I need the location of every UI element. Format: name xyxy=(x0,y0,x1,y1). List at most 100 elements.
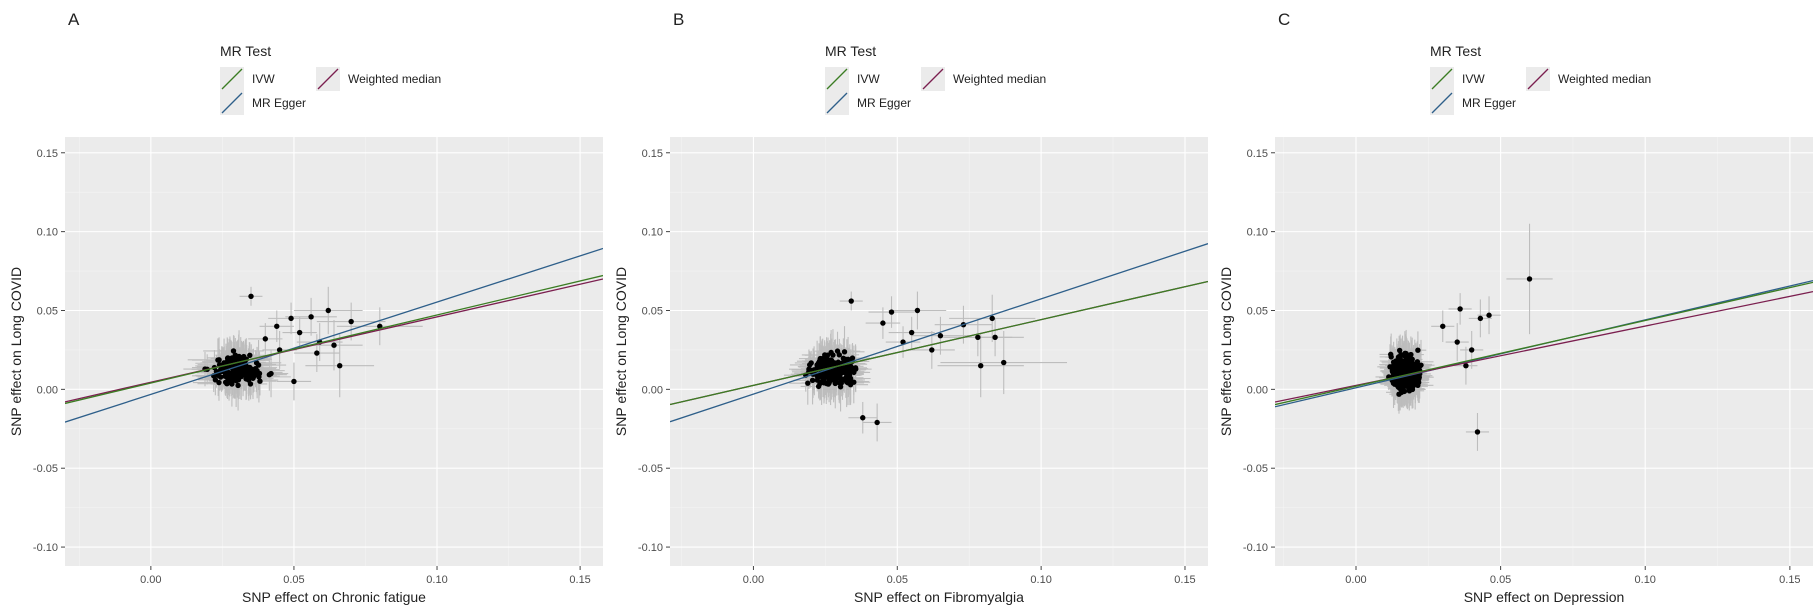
legend-swatch xyxy=(826,68,848,90)
y-tick-label: -0.10 xyxy=(1243,542,1268,554)
y-tick-label: -0.05 xyxy=(1243,463,1268,475)
regression-lines xyxy=(65,247,603,423)
data-point xyxy=(837,371,843,377)
y-tick-label: -0.10 xyxy=(33,542,58,554)
y-tick-label: -0.05 xyxy=(33,463,58,475)
data-point xyxy=(308,314,314,320)
legend-item-ivw: IVW xyxy=(825,67,880,91)
y-tick-label: -0.10 xyxy=(638,542,663,554)
data-point xyxy=(975,334,981,341)
data-point xyxy=(809,377,816,384)
data-point xyxy=(849,355,856,361)
panel-label: A xyxy=(68,10,80,29)
data-point xyxy=(227,371,233,377)
data-point xyxy=(216,379,222,386)
data-point xyxy=(1415,347,1421,353)
data-point xyxy=(841,368,847,375)
data-point xyxy=(241,353,247,360)
data-point xyxy=(832,380,838,387)
data-point xyxy=(834,348,841,354)
legend-item-weighted-median: Weighted median xyxy=(921,67,1046,91)
data-point xyxy=(1390,366,1397,373)
legend-swatch xyxy=(922,68,944,90)
legend-swatch xyxy=(221,68,243,90)
legend-label: MR Egger xyxy=(252,96,306,110)
y-tick-label: 0.05 xyxy=(37,305,58,317)
y-tick-label: 0.15 xyxy=(37,148,58,160)
data-point xyxy=(296,329,303,336)
data-point xyxy=(1400,370,1406,376)
regression-line-mr-egger xyxy=(670,243,1208,423)
panel-a: A MR Test IVW Weighted median MR Egger -0.10 -… xyxy=(8,10,603,605)
y-tick-label: 0.05 xyxy=(1247,305,1268,317)
y-tick-label: 0.15 xyxy=(1247,148,1268,160)
data-point xyxy=(331,342,337,348)
data-point xyxy=(216,357,222,363)
legend-item-weighted-median: Weighted median xyxy=(1526,67,1651,91)
legend-swatch xyxy=(317,68,339,90)
data-point xyxy=(348,318,354,325)
regression-line-mr-egger xyxy=(65,247,603,423)
data-point xyxy=(247,364,253,371)
data-point xyxy=(1414,365,1420,371)
data-point xyxy=(233,377,239,384)
data-point xyxy=(806,362,813,368)
data-point xyxy=(291,378,297,385)
gridlines xyxy=(1275,137,1813,566)
data-point xyxy=(255,362,262,368)
y-tick-label: 0.15 xyxy=(642,148,663,160)
legend-item-ivw: IVW xyxy=(1430,67,1485,91)
legend: MR Test IVW Weighted median MR Egger xyxy=(1430,43,1651,115)
x-tick-label: 0.00 xyxy=(1345,574,1366,586)
data-point xyxy=(847,381,854,388)
panel-label: B xyxy=(673,10,684,29)
data-point xyxy=(843,375,849,381)
data-point xyxy=(806,366,812,372)
data-layer xyxy=(670,243,1208,442)
regression-line-ivw xyxy=(65,274,603,405)
data-point xyxy=(274,323,280,329)
legend-swatch xyxy=(826,92,848,114)
legend-swatch xyxy=(221,92,243,114)
data-point xyxy=(978,362,984,369)
data-point xyxy=(1395,354,1402,360)
legend-label: IVW xyxy=(1462,72,1485,86)
data-point xyxy=(1526,276,1533,282)
y-tick-label: -0.05 xyxy=(638,463,663,475)
y-tick-label: 0.10 xyxy=(1247,227,1268,239)
data-point xyxy=(1468,347,1475,353)
legend-item-weighted-median: Weighted median xyxy=(316,67,441,91)
data-point xyxy=(929,347,935,353)
data-point xyxy=(992,334,998,341)
data-point xyxy=(1486,312,1492,318)
data-point xyxy=(827,358,834,364)
legend-item-ivw: IVW xyxy=(220,67,275,91)
data-point xyxy=(1391,378,1397,385)
data-point xyxy=(840,355,847,362)
regression-lines xyxy=(670,243,1208,423)
data-point xyxy=(1474,429,1481,435)
data-point xyxy=(1406,385,1412,392)
data-point xyxy=(805,380,811,386)
data-point xyxy=(1406,361,1413,367)
legend-label: Weighted median xyxy=(348,72,441,86)
regression-lines xyxy=(1275,279,1813,408)
data-point xyxy=(256,371,262,378)
data-point xyxy=(235,382,241,389)
x-axis-label: SNP effect on Fibromyalgia xyxy=(854,589,1024,605)
data-point xyxy=(230,348,237,354)
data-point xyxy=(250,370,256,376)
data-point xyxy=(1396,370,1402,377)
data-point xyxy=(1463,362,1469,369)
data-point xyxy=(880,320,886,326)
y-tick-label: 0.00 xyxy=(642,384,663,396)
legend-title: MR Test xyxy=(220,43,271,59)
x-tick-label: 0.15 xyxy=(569,574,590,586)
plot-background xyxy=(670,137,1208,566)
data-point xyxy=(1454,339,1460,345)
x-tick-label: 0.15 xyxy=(1174,574,1195,586)
axes: -0.10 -0.05 0.00 0.05 0.10 0.15 0.00 0.05 0.10 0.… xyxy=(8,148,591,605)
legend-item-mr-egger: MR Egger xyxy=(825,91,911,115)
